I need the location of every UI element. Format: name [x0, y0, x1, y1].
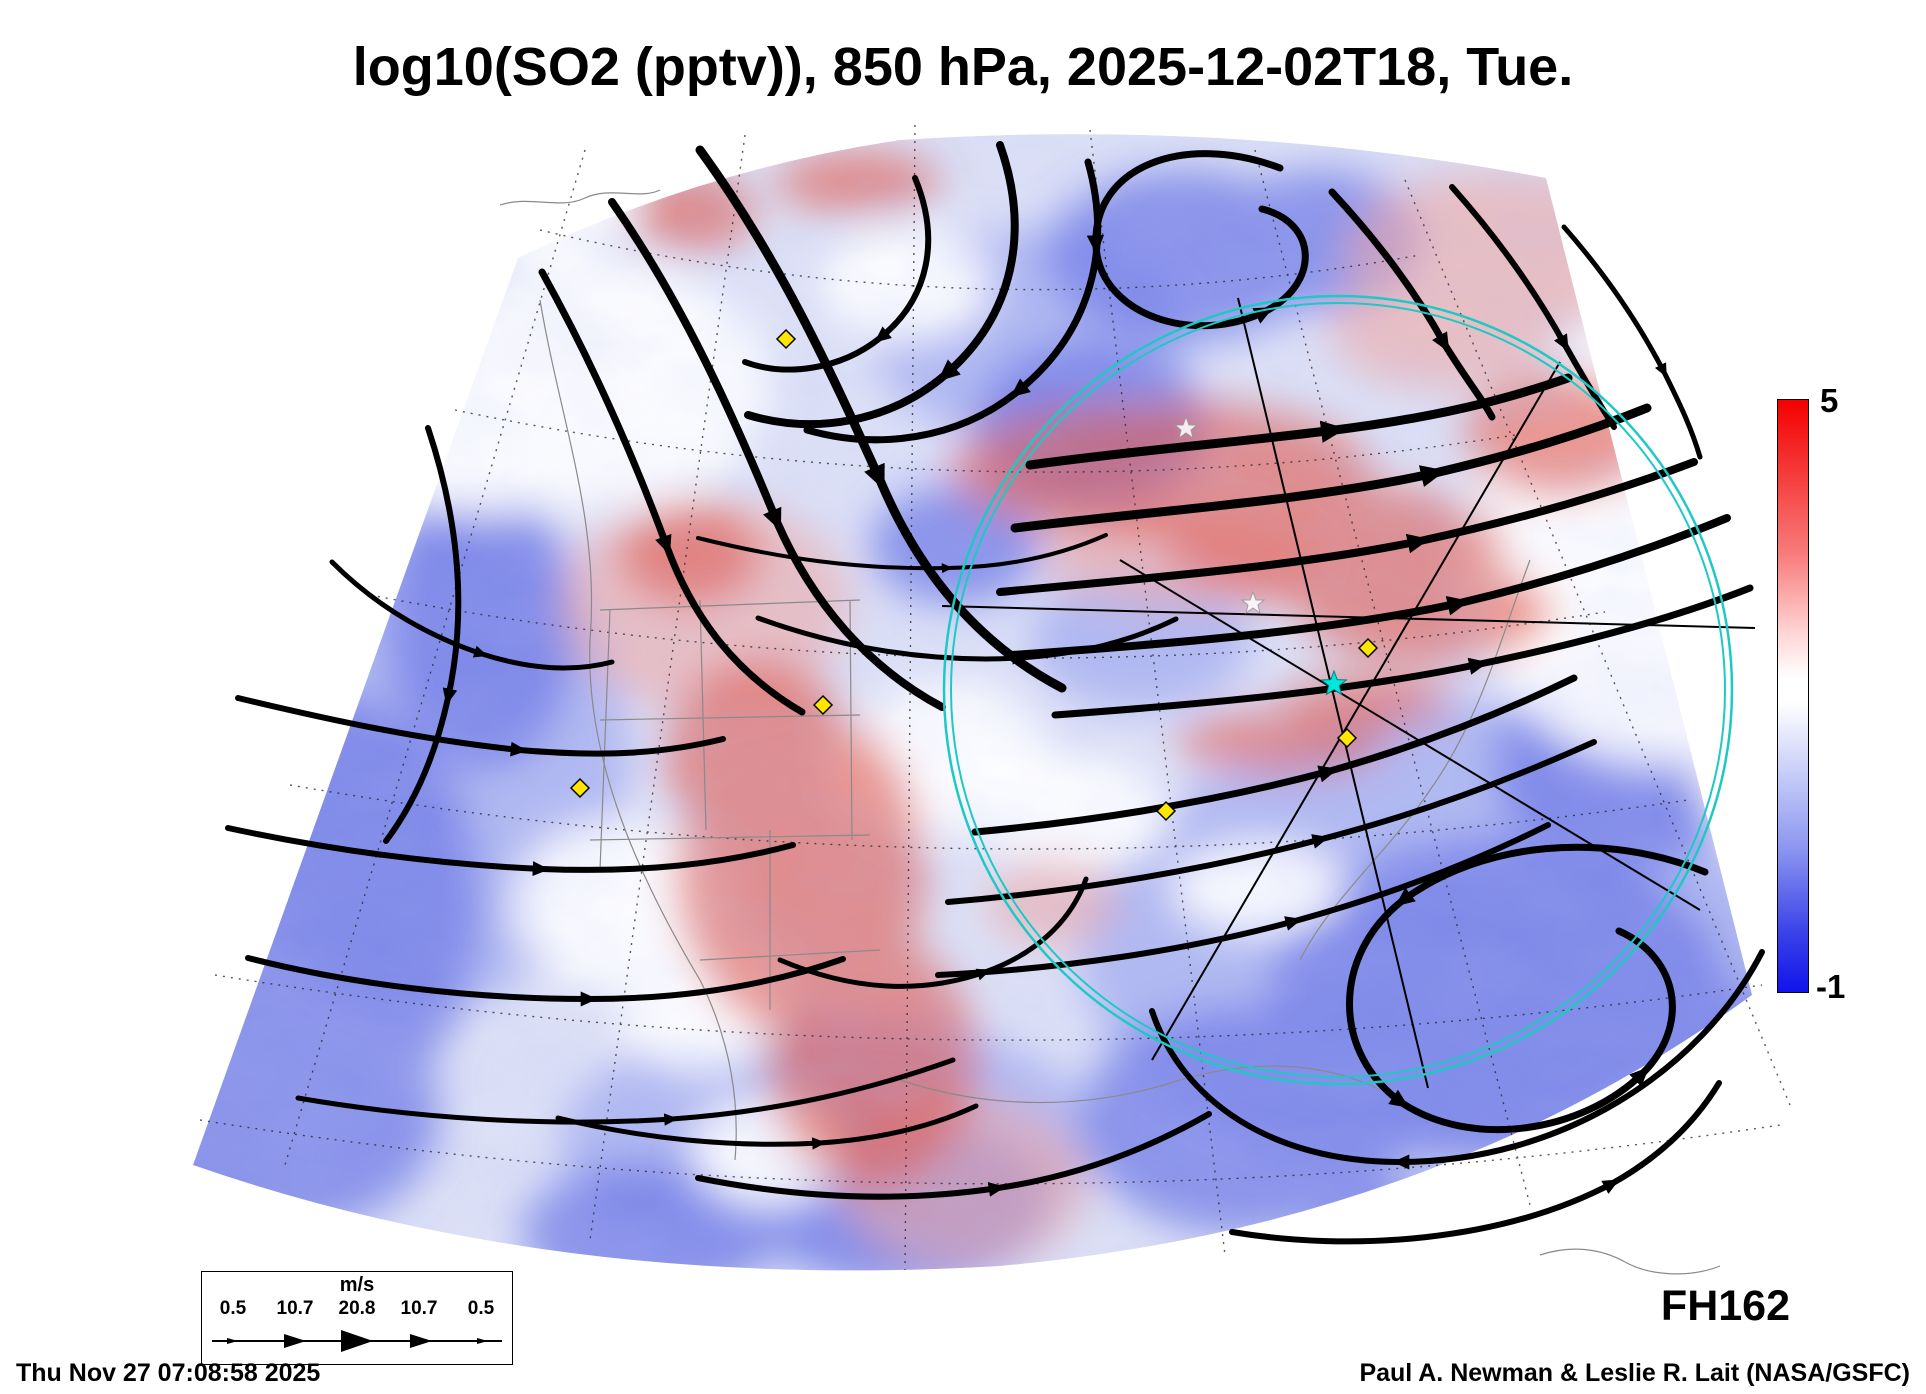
streamline-path	[329, 559, 615, 671]
streamline-path	[1346, 843, 1709, 1134]
city-star-icon	[1173, 415, 1199, 440]
wind-arrow-icon	[284, 1334, 306, 1348]
streamline-path	[295, 1057, 956, 1126]
streamline-path	[1025, 373, 1573, 470]
wind-legend-value: 0.5	[467, 1298, 495, 1319]
streamline-path	[225, 825, 796, 877]
coast-and-state-borders	[499, 189, 1721, 1275]
colorbar	[1777, 399, 1809, 993]
wind-legend-value: 0.5	[219, 1298, 247, 1319]
site-marker-diamond	[1357, 637, 1379, 659]
site-marker-diamond	[569, 777, 591, 799]
wind-arrow-icon	[477, 1338, 488, 1344]
streamline-path	[996, 458, 1698, 596]
range-ring	[942, 294, 1734, 1086]
streamline-path	[1051, 584, 1754, 719]
streamline-path	[744, 141, 1019, 428]
streamline-path	[383, 425, 462, 844]
credit-text: Paul A. Newman & Leslie R. Lait (NASA/GS…	[1359, 1359, 1910, 1387]
streamline-path	[1086, 150, 1309, 330]
streamline-path	[935, 822, 1551, 978]
streamline-path	[696, 533, 1108, 574]
streamline-path	[1229, 1080, 1722, 1245]
streamline-path	[695, 145, 1067, 693]
colorbar-min-label: -1	[1816, 968, 1846, 1005]
streamline-path	[1149, 949, 1765, 1170]
wind-legend-units: m/s	[339, 1274, 375, 1296]
colorbar-max-label: 5	[1820, 382, 1839, 419]
streamline-path	[971, 674, 1578, 836]
wind-legend-value: 10.7	[276, 1298, 314, 1319]
city-star-markers	[1173, 415, 1266, 615]
streamline-path	[777, 876, 1089, 989]
wind-legend-values: 0.5 10.7 20.8 10.7 0.5	[202, 1298, 512, 1320]
site-marker-diamond	[775, 328, 797, 350]
streamline-path	[695, 1111, 1212, 1200]
sight-lines	[941, 297, 1756, 1089]
city-star-icon	[1240, 590, 1266, 615]
streamline-path	[555, 1103, 979, 1150]
forecast-hour-label: FH162	[1660, 1282, 1790, 1330]
streamline-path	[538, 268, 806, 716]
streamline-path	[945, 739, 1597, 905]
streamline-path	[245, 955, 846, 1007]
streamline-path	[1008, 514, 1731, 659]
wind-arrow-icon	[410, 1334, 432, 1348]
wind-arrow-icon	[227, 1338, 238, 1344]
streamline-path	[1328, 188, 1496, 421]
wind-legend-arrow-scale	[212, 1330, 502, 1352]
wind-arrow-icon	[341, 1330, 373, 1352]
site-markers	[569, 328, 1379, 822]
site-marker-diamond	[812, 694, 834, 716]
target-star-marker	[1320, 669, 1348, 696]
streamline-path	[742, 175, 932, 373]
site-marker-diamond	[1155, 800, 1177, 822]
wind-legend-value: 20.8	[338, 1298, 376, 1319]
wind-speed-legend: m/s 0.5 10.7 20.8 10.7 0.5	[201, 1271, 513, 1365]
site-marker-diamond	[1336, 727, 1358, 749]
streamline-path	[1561, 224, 1703, 460]
wind-streamlines	[225, 141, 1765, 1245]
figure-title: log10(SO2 (pptv)), 850 hPa, 2025-12-02T1…	[352, 37, 1574, 97]
so2-field	[193, 134, 1752, 1271]
wind-legend-value: 10.7	[400, 1298, 438, 1319]
streamline-path	[1010, 403, 1652, 533]
streamline-path	[235, 695, 726, 757]
streamline-path	[755, 615, 1179, 665]
streamline-path	[608, 198, 946, 711]
generation-timestamp: Thu Nov 27 07:08:58 2025	[16, 1359, 321, 1387]
